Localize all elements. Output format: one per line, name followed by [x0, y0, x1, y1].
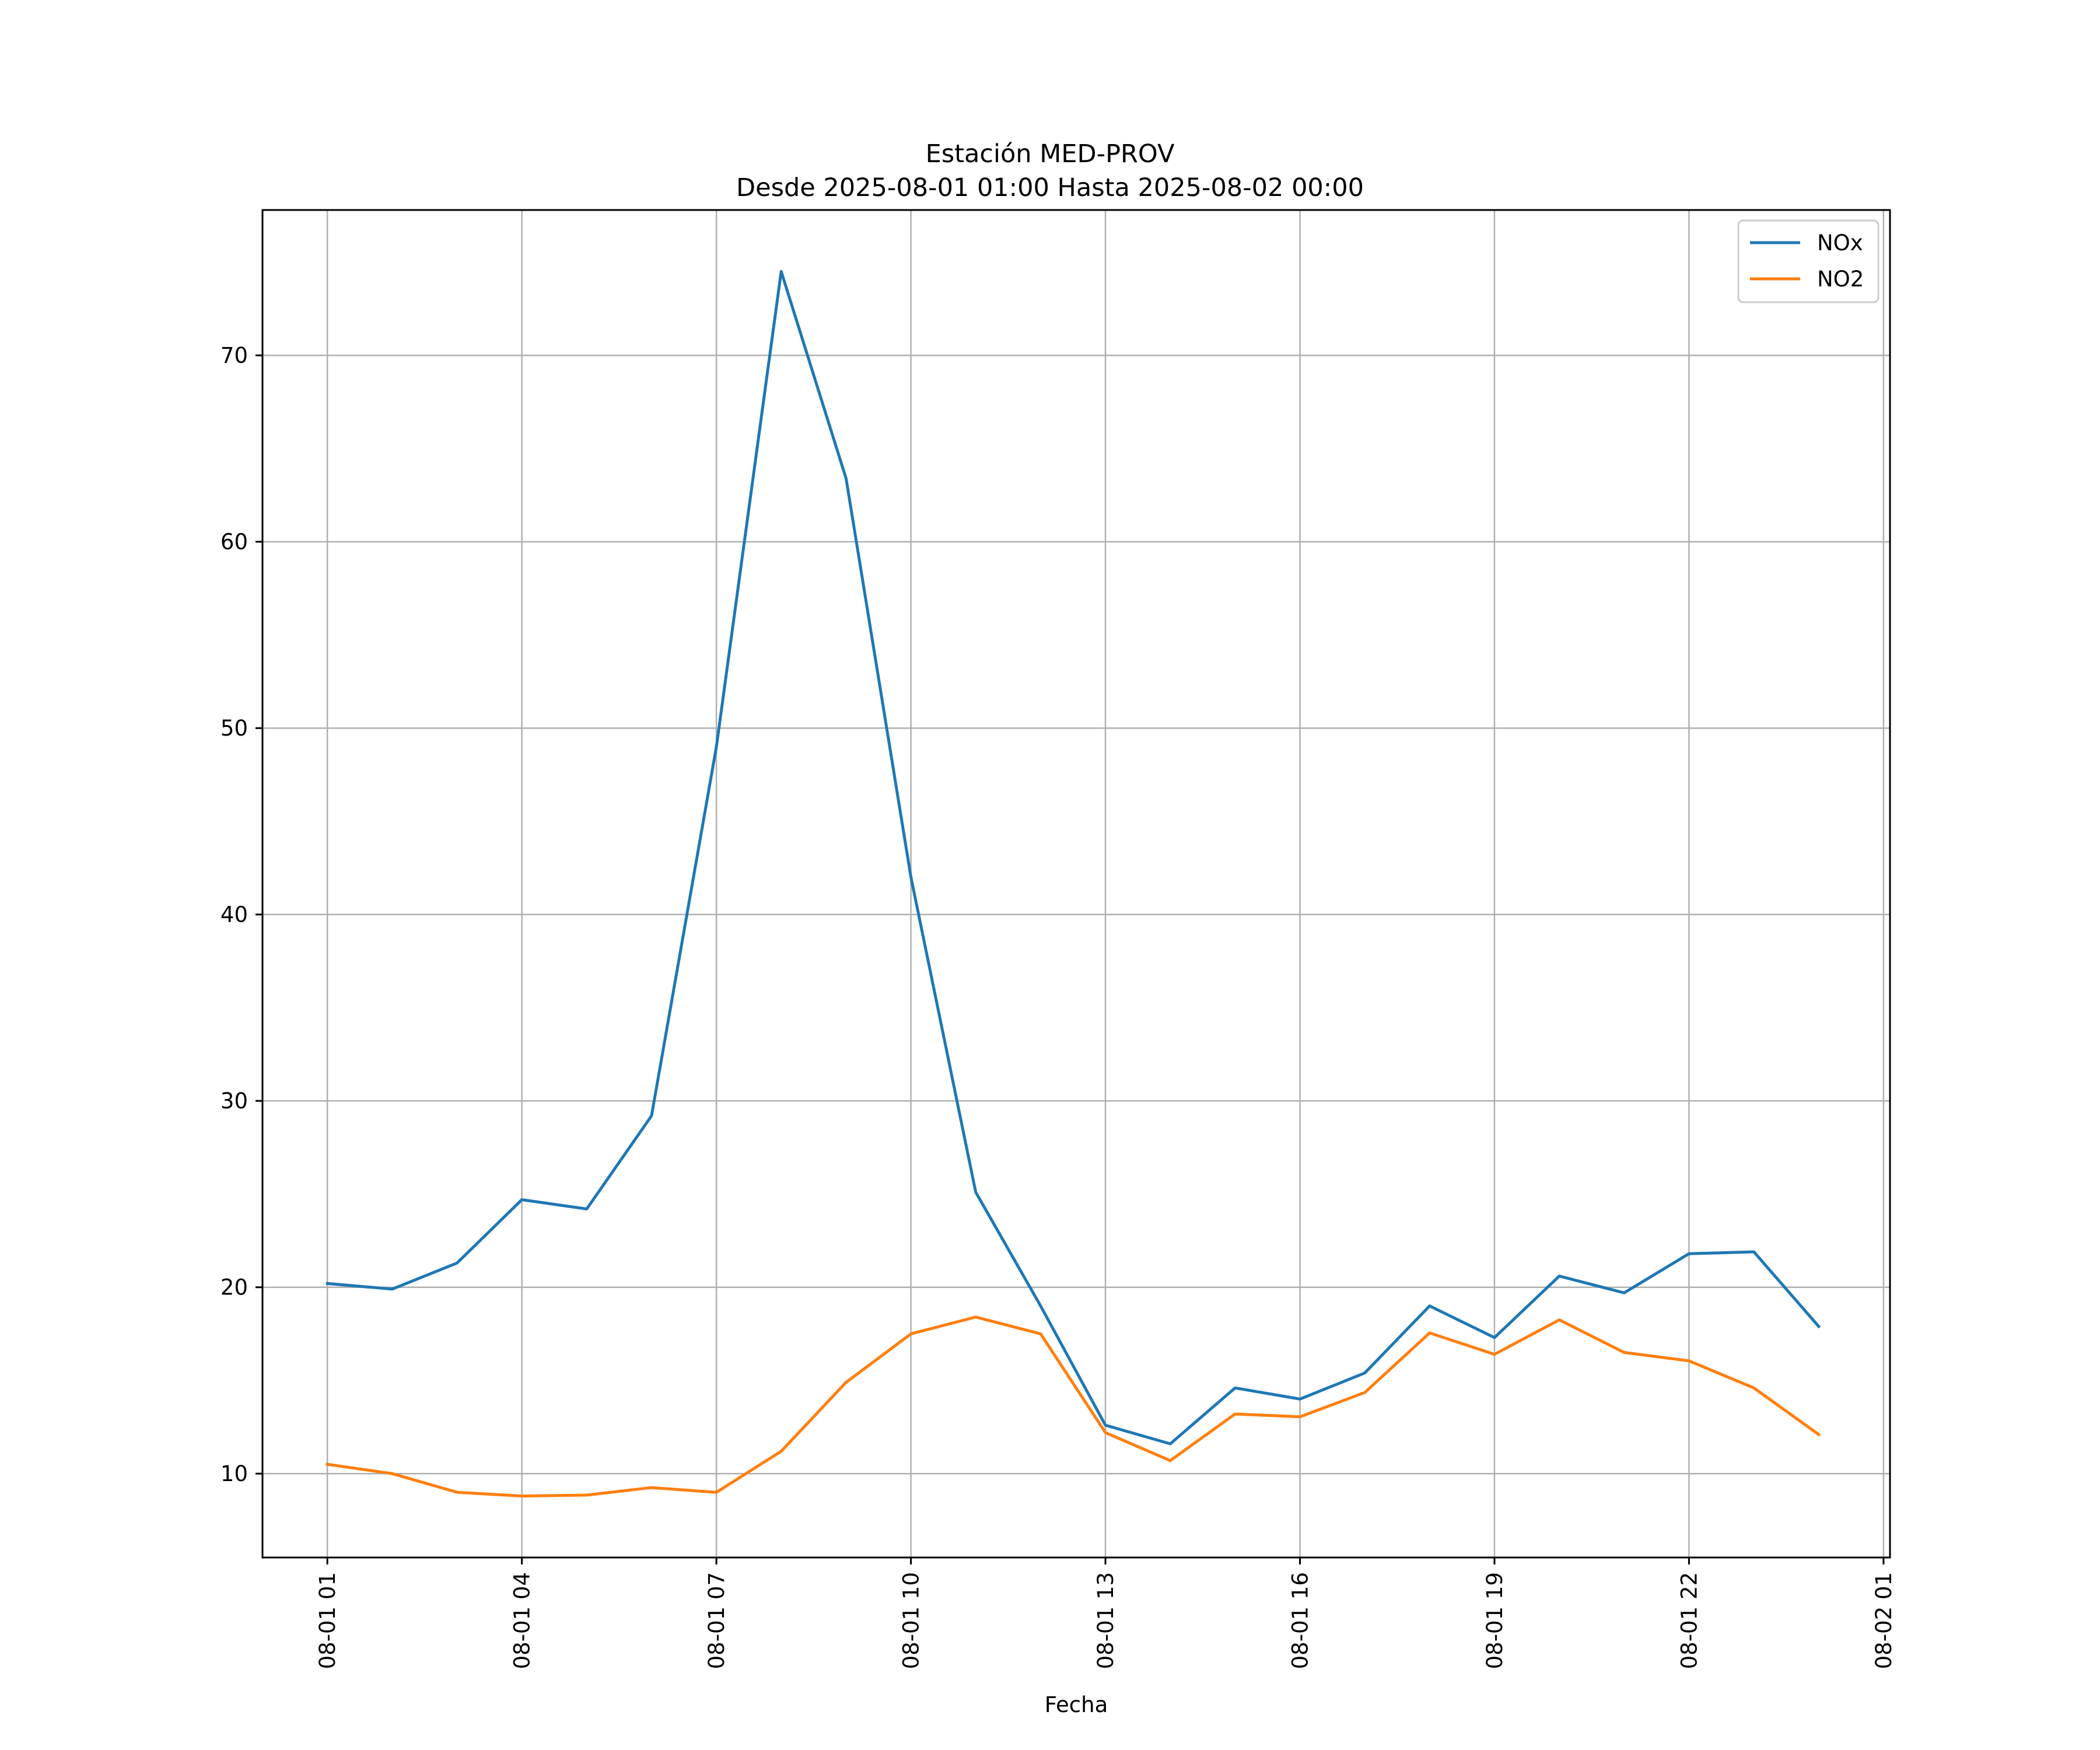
legend-label-nox: NOx [1817, 230, 1863, 256]
series-line-no2 [326, 1315, 1821, 1498]
series-lines [326, 270, 1821, 1498]
series-line-nox [326, 270, 1821, 1446]
x-tick-label: 08-01 22 [1676, 1572, 1702, 1669]
y-tick-label: 10 [220, 1461, 248, 1486]
x-tick-label: 08-01 13 [1093, 1572, 1118, 1669]
plot-frame [261, 209, 1891, 1559]
legend-box [1737, 219, 1880, 303]
x-axis-label: Fecha [1045, 1692, 1108, 1717]
y-tick-label: 50 [220, 716, 248, 741]
y-tick-label: 60 [220, 530, 248, 555]
x-tick-label: 08-01 01 [315, 1572, 340, 1669]
x-axis-ticks: 08-01 01 08-01 04 08-01 07 08-01 10 08-01 13… [315, 1558, 1896, 1669]
chart-subtitle: Desde 2025-08-01 01:00 Hasta 2025-08-02 … [736, 173, 1364, 202]
x-tick-label: 08-01 16 [1287, 1572, 1312, 1669]
y-tick-label: 30 [220, 1088, 248, 1114]
legend: NOx NO2 [1737, 219, 1880, 303]
y-tick-label: 70 [220, 343, 248, 368]
x-tick-label: 08-01 07 [704, 1572, 729, 1669]
chart-title: Estación MED-PROV [926, 139, 1175, 169]
y-tick-label: 20 [220, 1275, 248, 1300]
x-tick-label: 08-02 01 [1871, 1572, 1896, 1669]
x-tick-label: 08-01 04 [510, 1572, 535, 1669]
y-tick-label: 40 [220, 902, 248, 928]
x-tick-label: 08-01 19 [1482, 1572, 1507, 1669]
y-axis-ticks: 10 20 30 40 50 60 70 [220, 343, 262, 1486]
x-tick-label: 08-01 10 [899, 1572, 924, 1669]
legend-label-no2: NO2 [1817, 267, 1864, 292]
